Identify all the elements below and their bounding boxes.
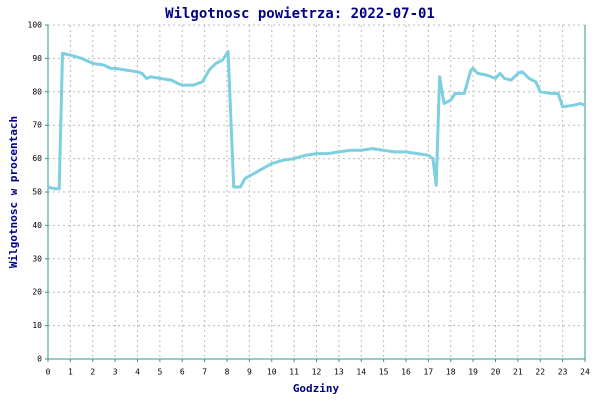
x-tick-label: 16 bbox=[401, 368, 411, 377]
x-tick-label: 24 bbox=[580, 368, 590, 377]
x-tick-label: 22 bbox=[535, 368, 545, 377]
x-tick-label: 15 bbox=[379, 368, 389, 377]
data-line bbox=[47, 50, 586, 191]
x-tick-label: 17 bbox=[424, 368, 434, 377]
x-tick-label: 10 bbox=[267, 368, 277, 377]
x-tick-label: 21 bbox=[513, 368, 523, 377]
y-tick-label: 80 bbox=[32, 87, 42, 96]
x-tick-label: 13 bbox=[334, 368, 344, 377]
x-tick-label: 6 bbox=[180, 368, 185, 377]
x-tick-label: 2 bbox=[90, 368, 95, 377]
y-tick-label: 50 bbox=[32, 188, 42, 197]
x-tick-label: 19 bbox=[468, 368, 478, 377]
x-tick-label: 14 bbox=[356, 368, 366, 377]
y-tick-label: 100 bbox=[28, 21, 43, 30]
x-tick-label: 9 bbox=[247, 368, 252, 377]
x-tick-label: 23 bbox=[558, 368, 568, 377]
x-tick-label: 4 bbox=[135, 368, 140, 377]
y-tick-label: 10 bbox=[32, 321, 42, 330]
y-axis-label: Wilgotnosc w procentach bbox=[7, 116, 20, 268]
y-tick-label: 60 bbox=[32, 154, 42, 163]
y-tick-label: 70 bbox=[32, 121, 42, 130]
y-tick-label: 30 bbox=[32, 254, 42, 263]
x-tick-label: 20 bbox=[491, 368, 501, 377]
x-tick-label: 8 bbox=[225, 368, 230, 377]
y-tick-label: 40 bbox=[32, 221, 42, 230]
y-tick-label: 20 bbox=[32, 288, 42, 297]
y-tick-label: 0 bbox=[37, 355, 42, 364]
x-tick-label: 0 bbox=[46, 368, 51, 377]
y-tick-label: 90 bbox=[32, 54, 42, 63]
x-tick-label: 5 bbox=[157, 368, 162, 377]
x-tick-label: 18 bbox=[446, 368, 456, 377]
x-tick-label: 1 bbox=[68, 368, 73, 377]
x-tick-label: 11 bbox=[289, 368, 299, 377]
x-tick-label: 12 bbox=[312, 368, 322, 377]
x-axis-label: Godziny bbox=[293, 382, 340, 395]
x-tick-label: 7 bbox=[202, 368, 207, 377]
chart-title: Wilgotnosc powietrza: 2022-07-01 bbox=[165, 6, 435, 22]
x-tick-label: 3 bbox=[113, 368, 118, 377]
